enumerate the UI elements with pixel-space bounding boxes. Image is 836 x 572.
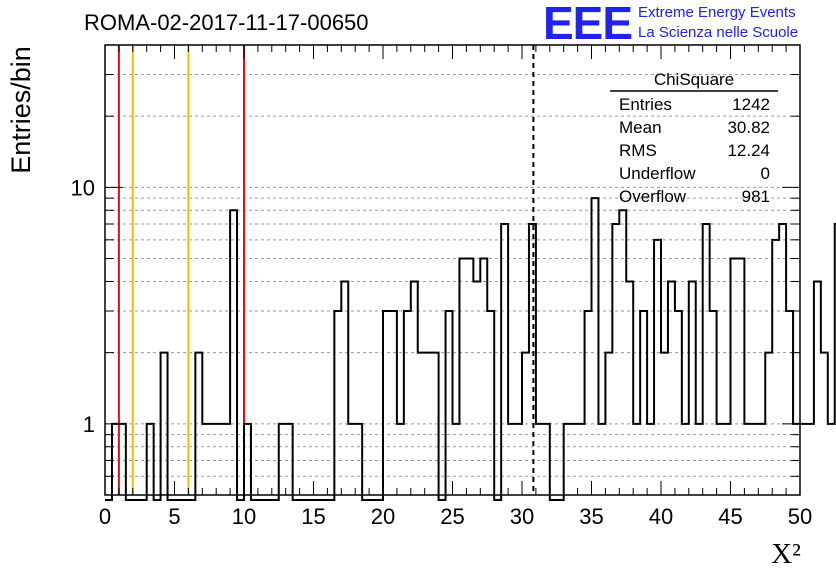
grid-lines <box>105 74 800 477</box>
stats-rows: Entries 1242 Mean 30.82 RMS 12.24 Underflow 0 Ov… <box>619 95 770 206</box>
logo-text-line2: La Scienza nelle Scuole <box>638 24 799 41</box>
x-tick-label: 40 <box>649 504 673 529</box>
stats-title: ChiSquare <box>654 70 734 89</box>
stats-value: 981 <box>742 187 770 206</box>
stats-label: Overflow <box>619 187 687 206</box>
stats-label: Underflow <box>619 164 696 183</box>
x-tick-label: 5 <box>168 504 180 529</box>
stats-value: 12.24 <box>727 141 770 160</box>
logo-text-line1: Extreme Energy Events <box>638 4 796 21</box>
histogram-series <box>105 197 836 501</box>
stats-value: 30.82 <box>727 118 770 137</box>
x-tick-label: 30 <box>510 504 534 529</box>
x-tick-label: 25 <box>440 504 464 529</box>
x-tick-label: 10 <box>232 504 256 529</box>
x-axis-label: X² <box>771 538 801 570</box>
x-tick-label: 50 <box>788 504 812 529</box>
stats-box: ChiSquare Entries 1242 Mean 30.82 RMS 12.24 Un… <box>610 70 778 206</box>
x-tick-label: 20 <box>371 504 395 529</box>
y-tick-label: 1 <box>83 412 95 437</box>
y-tick-label: 10 <box>71 175 95 200</box>
x-tick-label: 35 <box>579 504 603 529</box>
x-tick-label: 15 <box>301 504 325 529</box>
plot-frame <box>104 44 801 496</box>
stats-value: 0 <box>761 164 770 183</box>
x-tick-label: 45 <box>718 504 742 529</box>
stats-label: Mean <box>619 118 662 137</box>
eee-logo: EEE <box>543 0 633 49</box>
stats-label: Entries <box>619 95 672 114</box>
axes: 0 5 10 15 20 25 30 35 40 45 50 1 10 <box>71 44 812 529</box>
y-axis-label: Entries/bin <box>6 46 36 174</box>
stats-value: 1242 <box>732 95 770 114</box>
marker-lines <box>117 45 535 495</box>
x-tick-label: 0 <box>99 504 111 529</box>
stats-label: RMS <box>619 141 657 160</box>
chart-title: ROMA-02-2017-11-17-00650 <box>84 10 369 35</box>
